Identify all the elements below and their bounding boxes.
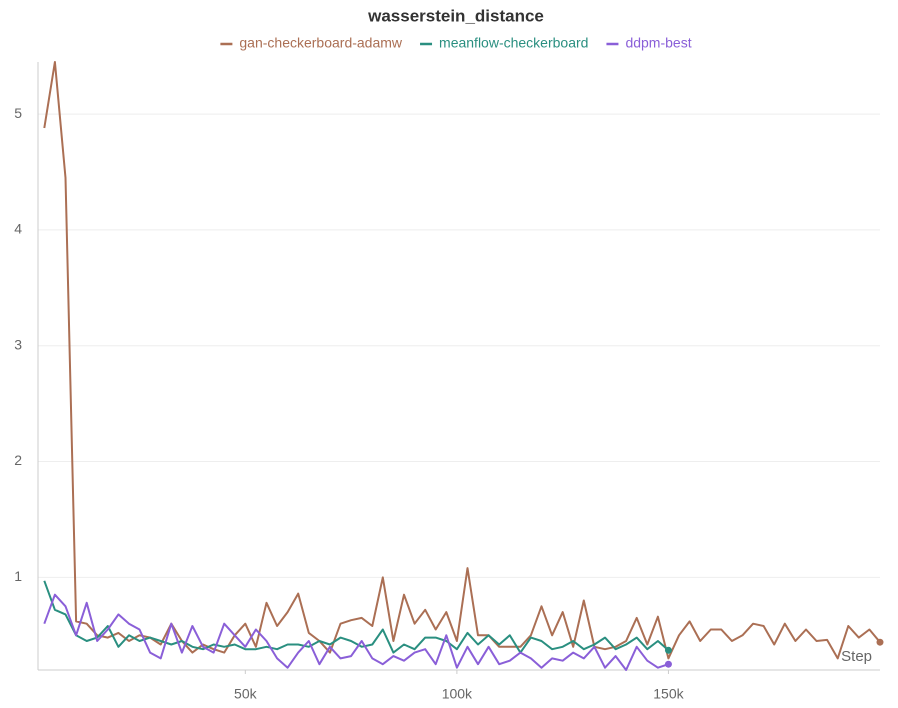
x-axis-label: Step [841, 648, 872, 665]
x-tick-label: 150k [653, 686, 684, 702]
end-point [664, 660, 672, 668]
x-tick-label: 100k [442, 686, 473, 702]
y-tick-label: 5 [14, 105, 22, 121]
series-line [43, 580, 670, 654]
y-tick-label: 3 [14, 336, 22, 352]
series-line [43, 61, 881, 660]
end-point [664, 646, 672, 654]
x-tick-label: 50k [234, 686, 258, 702]
chart-title: wasserstein_distance [367, 6, 544, 25]
legend-label: gan-checkerboard-adamw [239, 35, 403, 51]
end-point [876, 638, 884, 646]
legend-label: meanflow-checkerboard [439, 35, 588, 51]
series-line [43, 593, 669, 671]
y-tick-label: 2 [14, 452, 22, 468]
legend-label: ddpm-best [625, 35, 691, 51]
y-tick-label: 4 [14, 221, 22, 237]
y-tick-label: 1 [14, 568, 22, 584]
